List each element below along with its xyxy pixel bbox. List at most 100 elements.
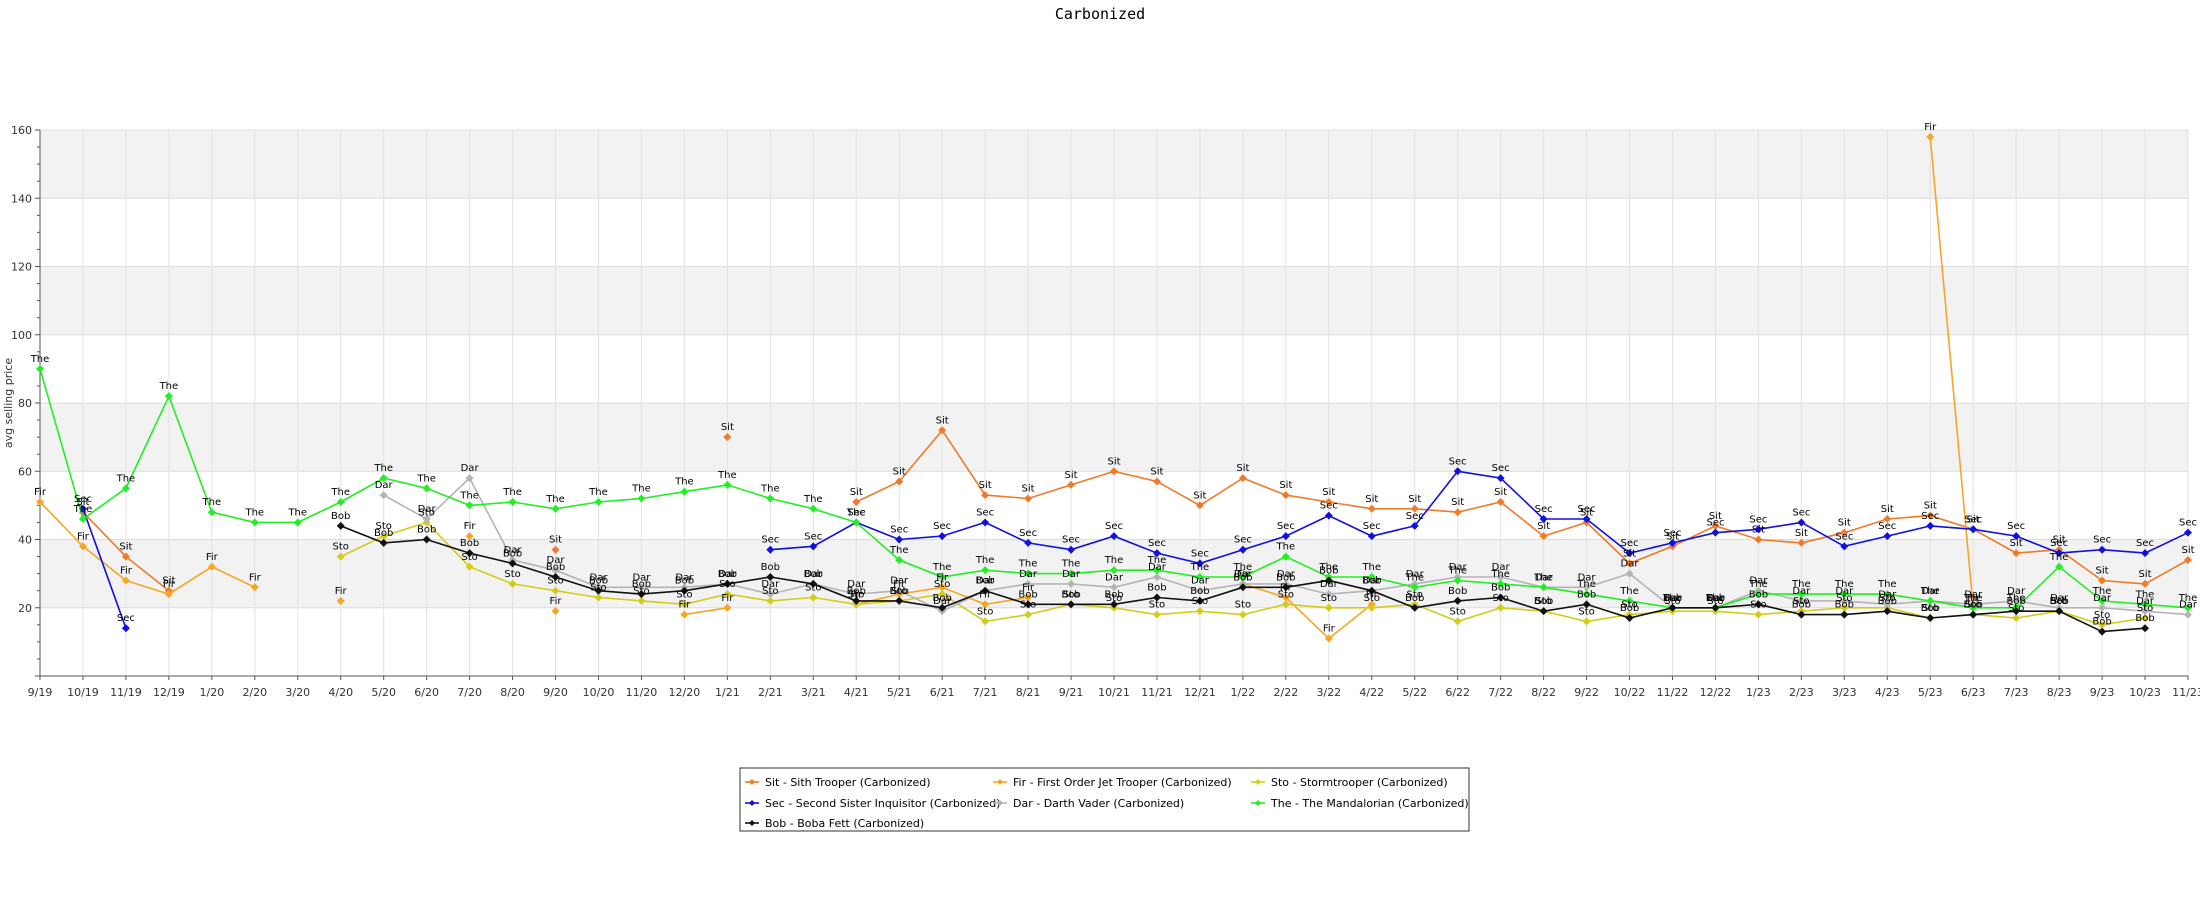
data-point — [1797, 590, 1806, 599]
data-point — [379, 491, 388, 500]
data-point — [1883, 532, 1892, 541]
data-label: The — [373, 463, 393, 474]
x-tick-label: 4/22 — [1359, 686, 1384, 699]
data-point — [1367, 573, 1376, 582]
data-point — [1453, 576, 1462, 585]
data-point — [1152, 549, 1161, 558]
data-label: The — [588, 487, 608, 498]
data-label: Bob — [1491, 583, 1510, 594]
data-label: Fir — [163, 579, 176, 590]
data-label: Bob — [1964, 600, 1983, 611]
data-point — [164, 392, 173, 401]
data-point — [1195, 501, 1204, 510]
data-label: Sec — [1964, 514, 1982, 525]
data-label: Bob — [804, 569, 823, 580]
data-label: Dar — [504, 545, 523, 556]
data-point — [1840, 528, 1849, 537]
data-label: The — [1104, 555, 1124, 566]
series-bob — [336, 521, 2150, 636]
data-label: Sto — [805, 583, 821, 594]
data-label: The — [674, 477, 694, 488]
data-point — [1625, 569, 1634, 578]
x-tick-label: 8/20 — [500, 686, 525, 699]
data-label: Sto — [633, 586, 649, 597]
data-label: Dar — [1320, 579, 1339, 590]
data-label: Bob — [1319, 565, 1338, 576]
data-point — [895, 555, 904, 564]
data-point — [207, 508, 216, 517]
data-label: Sec — [933, 521, 951, 532]
data-label: Sec — [1749, 514, 1767, 525]
data-label: Sto — [1922, 603, 1938, 614]
x-tick-label: 6/23 — [1961, 686, 1986, 699]
data-point — [1453, 617, 1462, 626]
data-point — [1281, 491, 1290, 500]
data-point — [1067, 480, 1076, 489]
data-label: Sec — [976, 507, 994, 518]
data-label: Sit — [893, 466, 906, 477]
data-point — [1582, 583, 1591, 592]
data-label: Sec — [1148, 538, 1166, 549]
data-label: Bob — [1835, 600, 1854, 611]
data-point — [1926, 511, 1935, 520]
data-label: Bob — [546, 562, 565, 573]
data-point — [1324, 511, 1333, 520]
data-label: Fir — [1323, 623, 1336, 634]
data-label: The — [889, 545, 909, 556]
data-label: Sit — [1795, 528, 1808, 539]
data-label: Dar — [1449, 562, 1468, 573]
x-tick-label: 11/23 — [2172, 686, 2200, 699]
legend-marker — [997, 800, 1003, 806]
data-point — [594, 586, 603, 595]
data-point — [2012, 607, 2021, 616]
data-label: Fir — [1967, 593, 1980, 604]
data-point — [1067, 569, 1076, 578]
data-point — [1582, 600, 1591, 609]
data-label: Sec — [1706, 518, 1724, 529]
data-point — [766, 545, 775, 554]
data-point — [938, 532, 947, 541]
data-label: The — [1404, 572, 1424, 583]
data-label: The — [1920, 586, 1940, 597]
data-label: The — [1834, 579, 1854, 590]
x-tick-label: 8/22 — [1531, 686, 1556, 699]
data-label: Sec — [1621, 538, 1639, 549]
data-label: The — [1490, 569, 1510, 580]
data-label: Sit — [1193, 490, 1206, 501]
data-label: Sit — [1881, 504, 1894, 515]
data-label: The — [717, 470, 737, 481]
data-label: Bob — [417, 525, 436, 536]
data-point — [1152, 477, 1161, 486]
data-label: Sec — [2136, 538, 2154, 549]
data-label: Bob — [1921, 603, 1940, 614]
data-label: Fir — [206, 552, 219, 563]
x-tick-label: 3/21 — [801, 686, 826, 699]
data-label: The — [803, 494, 823, 505]
data-point — [2098, 576, 2107, 585]
data-point — [981, 617, 990, 626]
legend-item-sec: Sec - Second Sister Inquisitor (Carboniz… — [745, 797, 1000, 810]
data-label: Sec — [1878, 521, 1896, 532]
x-axis-ticks: 9/19 10/19 11/19 12/19 1/20 2/20 3/20 4/20 5/20 6… — [28, 676, 2200, 699]
data-point — [78, 542, 87, 551]
data-point — [1067, 579, 1076, 588]
data-label: Sit — [1236, 463, 1249, 474]
data-point — [465, 562, 474, 571]
data-label: Dar — [1664, 593, 1683, 604]
data-point — [336, 521, 345, 530]
data-point — [680, 586, 689, 595]
data-point — [1152, 593, 1161, 602]
x-tick-label: 4/23 — [1875, 686, 1900, 699]
data-label: The — [1447, 565, 1467, 576]
data-point — [1883, 600, 1892, 609]
data-label: Bob — [2049, 596, 2068, 607]
data-label: Sto — [719, 579, 735, 590]
data-point — [1625, 613, 1634, 622]
data-label: The — [1748, 579, 1768, 590]
x-tick-label: 7/23 — [2004, 686, 2029, 699]
data-label: Sec — [804, 531, 822, 542]
data-point — [938, 573, 947, 582]
data-label: Sto — [676, 589, 692, 600]
data-point — [1625, 549, 1634, 558]
